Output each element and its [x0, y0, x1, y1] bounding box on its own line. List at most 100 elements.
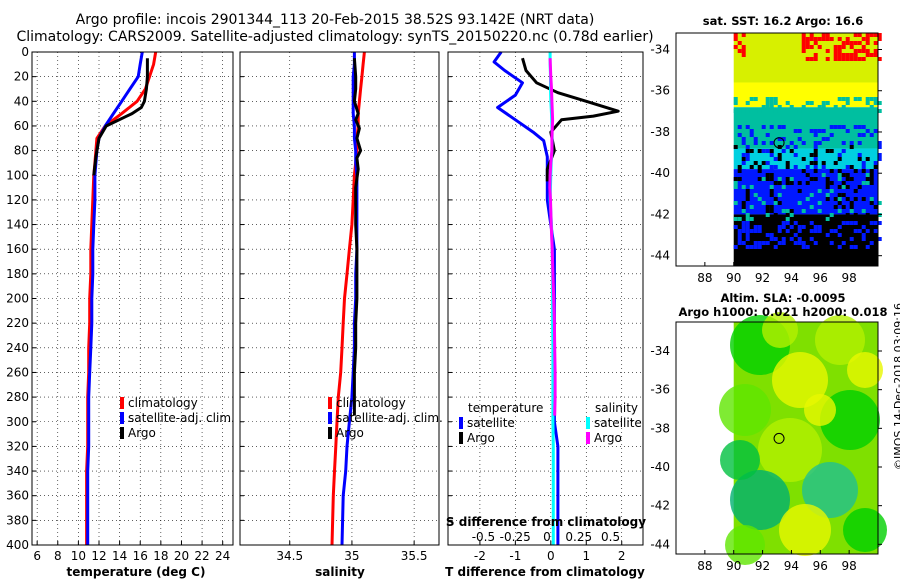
sst-speckle [865, 33, 870, 37]
sst-speckle [861, 181, 866, 185]
sst-speckle [769, 169, 774, 173]
sst-speckle [821, 105, 826, 109]
sst-speckle [749, 217, 754, 221]
sst-map-title: sat. SST: 16.2 Argo: 16.6 [702, 14, 864, 28]
sst-speckle [853, 97, 858, 101]
sst-speckle [749, 149, 754, 153]
sst-speckle [741, 45, 746, 49]
legend-label: satellite-adj. clim. [336, 411, 443, 425]
sst-speckle [869, 33, 874, 37]
sst-speckle [753, 109, 758, 113]
x-tick-label: 12 [91, 549, 106, 563]
sst-speckle [861, 133, 866, 137]
sst-speckle [797, 201, 802, 205]
legend-label: climatology [128, 396, 198, 410]
sst-speckle [769, 205, 774, 209]
sst-speckle [813, 165, 818, 169]
sla-blob [730, 470, 790, 530]
sst-speckle [837, 37, 842, 41]
sst-speckle [817, 201, 822, 205]
sst-speckle [797, 241, 802, 245]
sst-speckle [737, 109, 742, 113]
sst-speckle [741, 33, 746, 37]
sst-speckle [773, 157, 778, 161]
x-tick-label: 88 [697, 559, 712, 573]
sst-speckle [745, 153, 750, 157]
sst-speckle [769, 109, 774, 113]
depth-tick-label: 240 [6, 341, 29, 355]
sst-speckle [797, 137, 802, 141]
sst-speckle [861, 57, 866, 61]
sst-speckle [781, 185, 786, 189]
sla-blob [779, 504, 831, 556]
sst-speckle [809, 33, 814, 37]
x-tick-label: 98 [842, 271, 857, 285]
sst-speckle [745, 225, 750, 229]
sst-speckle [877, 33, 882, 37]
sst-speckle [741, 225, 746, 229]
sst-speckle [841, 149, 846, 153]
sst-speckle [733, 245, 738, 249]
sst-speckle [745, 125, 750, 129]
sla-blob [843, 508, 887, 552]
sst-speckle [733, 45, 738, 49]
sst-speckle [793, 153, 798, 157]
sst-speckle [877, 57, 882, 61]
sst-speckle [773, 97, 778, 101]
sst-speckle [773, 181, 778, 185]
sst-speckle [785, 101, 790, 105]
sst-speckle [737, 229, 742, 233]
depth-tick-label: 100 [6, 168, 29, 182]
sst-speckle [837, 193, 842, 197]
sst-speckle [861, 169, 866, 173]
sst-speckle [845, 185, 850, 189]
sst-speckle [813, 141, 818, 145]
sst-speckle [841, 141, 846, 145]
sst-speckle [797, 225, 802, 229]
sst-speckle [841, 173, 846, 177]
sst-speckle [769, 101, 774, 105]
sst-speckle [769, 165, 774, 169]
sst-speckle [877, 221, 882, 225]
sst-speckle [741, 49, 746, 53]
sst-speckle [841, 181, 846, 185]
figure-title: Argo profile: incois 2901344_113 20-Feb-… [75, 12, 595, 28]
x-tick-label: 1 [582, 549, 590, 563]
sst-speckle [857, 33, 862, 37]
sst-speckle [737, 237, 742, 241]
sst-speckle [837, 173, 842, 177]
sst-speckle [813, 241, 818, 245]
sst-speckle [817, 225, 822, 229]
sst-speckle [809, 193, 814, 197]
sst-speckle [737, 169, 742, 173]
sst-speckle [789, 213, 794, 217]
sst-speckle [773, 217, 778, 221]
y-tick-label: -44 [650, 249, 670, 263]
y-tick-label: -36 [650, 383, 670, 397]
sst-speckle [737, 217, 742, 221]
sst-speckle [849, 45, 854, 49]
sst-speckle [785, 169, 790, 173]
sst-speckle [745, 101, 750, 105]
sst-speckle [741, 153, 746, 157]
sst-speckle [869, 201, 874, 205]
sst-speckle [825, 217, 830, 221]
sst-speckle [861, 209, 866, 213]
sst-speckle [741, 157, 746, 161]
sst-speckle [857, 41, 862, 45]
sst-speckle [829, 181, 834, 185]
s-difference-tick-label: 0 [543, 530, 551, 544]
sst-speckle [825, 37, 830, 41]
sst-speckle [845, 101, 850, 105]
sst-speckle [809, 169, 814, 173]
sla-map-title: Altim. SLA: -0.0095 [720, 291, 846, 305]
sst-speckle [733, 145, 738, 149]
sst-speckle [837, 97, 842, 101]
sst-speckle [849, 177, 854, 181]
sst-speckle [833, 49, 838, 53]
sst-speckle [877, 109, 882, 113]
sst-speckle [749, 245, 754, 249]
sst-speckle [873, 205, 878, 209]
sst-speckle [821, 165, 826, 169]
